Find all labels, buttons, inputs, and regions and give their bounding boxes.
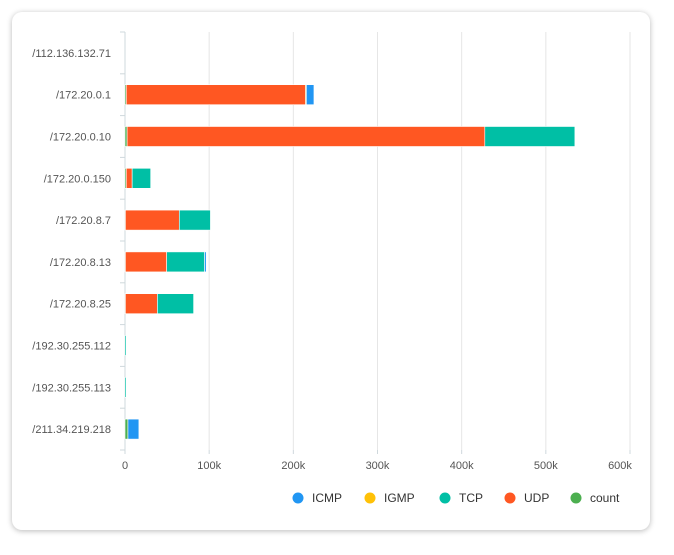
x-tick-label: 200k bbox=[281, 460, 305, 472]
y-tick-label: /172.20.8.13 bbox=[50, 257, 111, 269]
y-tick-label: /211.34.219.218 bbox=[32, 424, 111, 436]
bars bbox=[124, 84, 576, 440]
legend-marker-tcp[interactable] bbox=[439, 492, 451, 504]
y-tick-label: /172.20.8.25 bbox=[50, 299, 111, 311]
legend-label-udp[interactable]: UDP bbox=[524, 491, 549, 505]
bar-icmp-5[interactable] bbox=[204, 251, 207, 273]
bar-tcp-8[interactable] bbox=[124, 376, 127, 398]
legend-marker-icmp[interactable] bbox=[292, 492, 304, 504]
bar-tcp-5[interactable] bbox=[166, 251, 205, 273]
y-tick-label: /172.20.0.1 bbox=[56, 90, 111, 102]
legend-marker-igmp[interactable] bbox=[364, 492, 376, 504]
y-tick-label: /192.30.255.113 bbox=[32, 382, 111, 394]
bar-udp-3[interactable] bbox=[125, 168, 133, 189]
legend-marker-udp[interactable] bbox=[504, 492, 516, 504]
bar-icmp-9[interactable] bbox=[127, 418, 140, 440]
y-tick-label: /172.20.0.10 bbox=[50, 132, 111, 144]
x-tick-label: 500k bbox=[534, 460, 558, 472]
bar-udp-2[interactable] bbox=[126, 126, 486, 147]
bar-udp-6[interactable] bbox=[125, 293, 158, 315]
bar-tcp-3[interactable] bbox=[131, 168, 151, 189]
bar-count-2[interactable] bbox=[124, 126, 128, 147]
bar-tcp-6[interactable] bbox=[157, 293, 194, 315]
legend-label-icmp[interactable]: ICMP bbox=[312, 491, 342, 505]
y-tick-label: /172.20.0.150 bbox=[44, 173, 111, 185]
bar-udp-4[interactable] bbox=[125, 209, 180, 231]
bar-icmp-1[interactable] bbox=[306, 84, 315, 105]
bar-tcp-4[interactable] bbox=[178, 209, 211, 231]
y-axis-labels: /112.136.132.71/172.20.0.1/172.20.0.10/1… bbox=[32, 48, 111, 436]
y-tick-label: /192.30.255.112 bbox=[32, 341, 111, 353]
legend-label-igmp[interactable]: IGMP bbox=[384, 491, 415, 505]
y-tick-label: /112.136.132.71 bbox=[32, 48, 111, 60]
x-axis-labels: 0 100k 200k 300k 400k 500k 600k bbox=[122, 450, 632, 472]
legend: ICMP IGMP TCP UDP count bbox=[292, 491, 620, 505]
x-tick-label: 100k bbox=[197, 460, 221, 472]
y-tick-label: /172.20.8.7 bbox=[56, 215, 111, 227]
x-tick-label: 300k bbox=[366, 460, 390, 472]
x-tick-label: 0 bbox=[122, 460, 128, 472]
x-tick-label: 400k bbox=[450, 460, 474, 472]
legend-label-count[interactable]: count bbox=[590, 491, 620, 505]
bar-udp-1[interactable] bbox=[125, 84, 306, 105]
chart-card bbox=[12, 12, 650, 530]
bar-count-9[interactable] bbox=[124, 418, 129, 440]
bar-udp-5[interactable] bbox=[125, 251, 167, 273]
bar-tcp-7[interactable] bbox=[124, 335, 127, 356]
bar-tcp-2[interactable] bbox=[484, 126, 576, 147]
x-tick-label: 600k bbox=[608, 460, 632, 472]
legend-label-tcp[interactable]: TCP bbox=[459, 491, 483, 505]
legend-marker-count[interactable] bbox=[570, 492, 582, 504]
